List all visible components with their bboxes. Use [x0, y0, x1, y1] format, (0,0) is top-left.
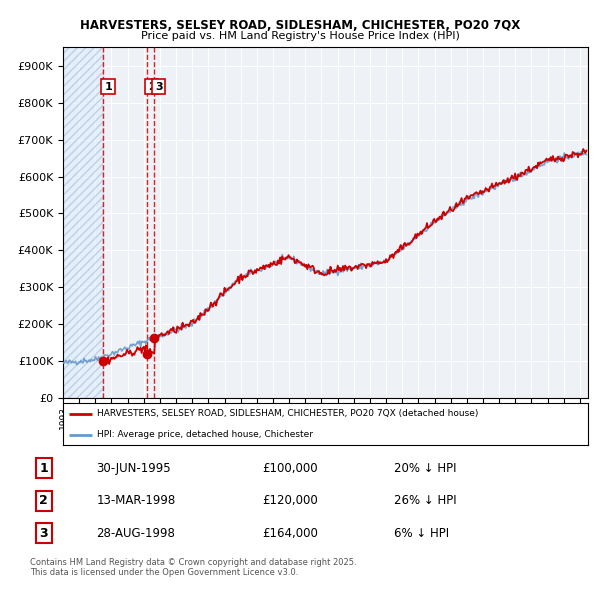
- Text: 2: 2: [148, 81, 155, 91]
- Text: 28-AUG-1998: 28-AUG-1998: [96, 527, 175, 540]
- Text: HPI: Average price, detached house, Chichester: HPI: Average price, detached house, Chic…: [97, 430, 313, 440]
- Bar: [63, 47, 103, 398]
- Text: 1: 1: [40, 462, 48, 475]
- Text: 1: 1: [104, 81, 112, 91]
- Text: 26% ↓ HPI: 26% ↓ HPI: [394, 494, 457, 507]
- Text: HARVESTERS, SELSEY ROAD, SIDLESHAM, CHICHESTER, PO20 7QX: HARVESTERS, SELSEY ROAD, SIDLESHAM, CHIC…: [80, 19, 520, 32]
- Text: £100,000: £100,000: [262, 462, 317, 475]
- Text: 3: 3: [155, 81, 163, 91]
- Text: HARVESTERS, SELSEY ROAD, SIDLESHAM, CHICHESTER, PO20 7QX (detached house): HARVESTERS, SELSEY ROAD, SIDLESHAM, CHIC…: [97, 409, 479, 418]
- Text: Contains HM Land Registry data © Crown copyright and database right 2025.
This d: Contains HM Land Registry data © Crown c…: [30, 558, 356, 577]
- Text: 30-JUN-1995: 30-JUN-1995: [96, 462, 171, 475]
- Text: 3: 3: [40, 527, 48, 540]
- Text: £164,000: £164,000: [262, 527, 318, 540]
- Text: 2: 2: [40, 494, 48, 507]
- Text: £120,000: £120,000: [262, 494, 317, 507]
- Text: 6% ↓ HPI: 6% ↓ HPI: [394, 527, 449, 540]
- Text: 20% ↓ HPI: 20% ↓ HPI: [394, 462, 457, 475]
- Text: Price paid vs. HM Land Registry's House Price Index (HPI): Price paid vs. HM Land Registry's House …: [140, 31, 460, 41]
- Text: 13-MAR-1998: 13-MAR-1998: [96, 494, 175, 507]
